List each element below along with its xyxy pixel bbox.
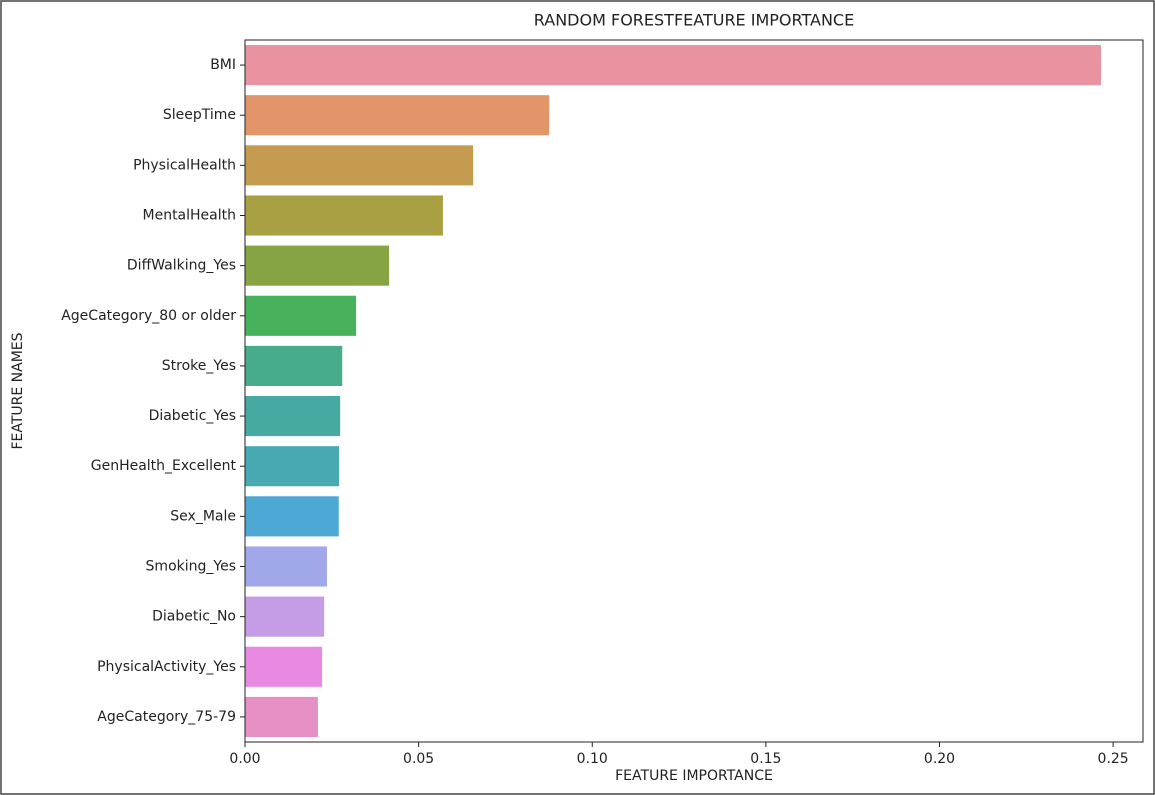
bar [245, 345, 343, 386]
y-axis-label: FEATURE NAMES [10, 332, 26, 449]
x-tick-label: 0.15 [750, 751, 781, 767]
plot-area [244, 39, 1144, 743]
bar [245, 596, 325, 637]
y-tick-label: SleepTime [163, 107, 236, 123]
y-tick-label: PhysicalActivity_Yes [97, 659, 236, 675]
y-tick-label: Smoking_Yes [146, 559, 236, 575]
x-tick-label: 0.25 [1098, 751, 1129, 767]
bar [245, 195, 443, 236]
x-tick-label: 0.00 [229, 751, 260, 767]
y-tick-label: GenHealth_Excellent [91, 458, 237, 474]
bar [245, 295, 357, 336]
y-tick-label: AgeCategory_75-79 [97, 709, 236, 725]
y-tick-label: Diabetic_No [152, 609, 236, 625]
x-tick-label: 0.10 [577, 751, 608, 767]
y-tick-label: BMI [210, 57, 236, 73]
bar [245, 546, 327, 587]
y-tick-label: Sex_Male [170, 508, 236, 524]
bar [245, 646, 323, 687]
y-tick-label: AgeCategory_80 or older [61, 308, 236, 324]
y-tick-label: MentalHealth [143, 208, 237, 224]
bar [245, 245, 390, 286]
bar [245, 45, 1101, 86]
y-tick-label: Stroke_Yes [162, 358, 236, 374]
x-tick-label: 0.05 [403, 751, 434, 767]
bar [245, 446, 340, 487]
chart-title: RANDOM FORESTFEATURE IMPORTANCE [534, 11, 854, 30]
y-tick-label: DiffWalking_Yes [127, 258, 236, 274]
bar [245, 496, 339, 537]
y-tick-label: Diabetic_Yes [149, 408, 236, 424]
bar [245, 696, 318, 737]
x-axis-label: FEATURE IMPORTANCE [615, 768, 773, 784]
bar [245, 396, 341, 437]
bar [245, 95, 550, 136]
x-tick-label: 0.20 [924, 751, 955, 767]
bar [245, 145, 474, 186]
y-tick-label: PhysicalHealth [133, 157, 236, 173]
